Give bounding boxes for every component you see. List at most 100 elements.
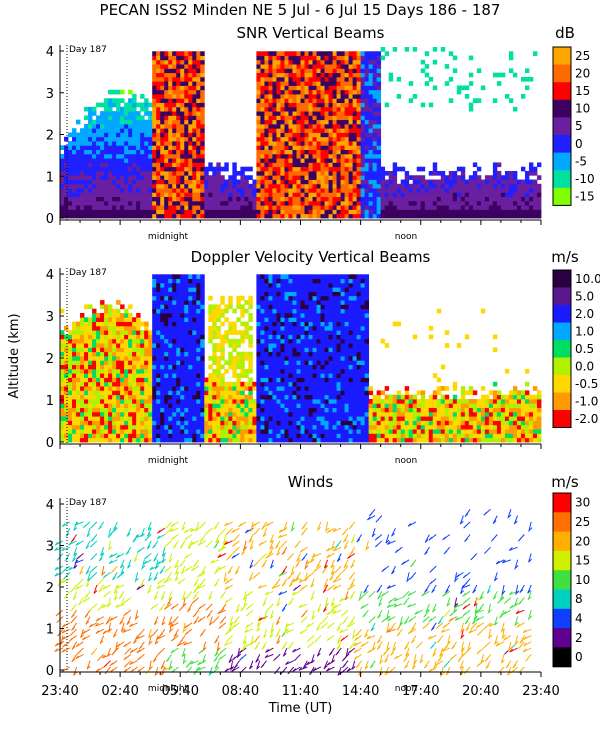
heatmap-cell — [272, 51, 276, 56]
heatmap-cell — [168, 124, 172, 129]
heatmap-cell — [72, 356, 76, 361]
heatmap-cell — [164, 103, 168, 108]
heatmap-cell — [357, 197, 361, 202]
heatmap-cell — [260, 214, 264, 219]
heatmap-cell — [180, 51, 184, 56]
heatmap-cell — [441, 47, 445, 52]
heatmap-cell — [164, 412, 168, 417]
heatmap-cell — [292, 322, 296, 327]
heatmap-cell — [341, 115, 345, 120]
heatmap-cell — [292, 390, 296, 395]
heatmap-cell — [208, 433, 212, 438]
heatmap-cell — [152, 85, 156, 90]
heatmap-cell — [152, 335, 156, 340]
heatmap-cell — [176, 171, 180, 176]
heatmap-cell — [268, 94, 272, 99]
heatmap-cell — [248, 403, 252, 408]
heatmap-cell — [272, 175, 276, 180]
heatmap-cell — [160, 390, 164, 395]
heatmap-cell — [200, 124, 204, 129]
heatmap-cell — [313, 128, 317, 133]
heatmap-cell — [160, 73, 164, 78]
heatmap-cell — [152, 94, 156, 99]
heatmap-cell — [104, 390, 108, 395]
heatmap-cell — [220, 433, 224, 438]
heatmap-cell — [76, 120, 80, 125]
heatmap-cell — [321, 73, 325, 78]
heatmap-cell — [329, 214, 333, 219]
heatmap-cell — [80, 158, 84, 163]
heatmap-cell — [292, 201, 296, 206]
heatmap-cell — [120, 352, 124, 357]
heatmap-cell — [72, 378, 76, 383]
heatmap-cell — [228, 304, 232, 309]
heatmap-cell — [505, 209, 509, 214]
heatmap-cell — [188, 158, 192, 163]
heatmap-cell — [325, 77, 329, 82]
heatmap-cell — [72, 438, 76, 443]
heatmap-cell — [301, 309, 305, 314]
heatmap-cell — [224, 433, 228, 438]
heatmap-cell — [345, 115, 349, 120]
heatmap-cell — [305, 390, 309, 395]
heatmap-cell — [172, 317, 176, 322]
heatmap-cell — [509, 192, 513, 197]
heatmap-cell — [96, 214, 100, 219]
heatmap-cell — [288, 209, 292, 214]
heatmap-cell — [192, 158, 196, 163]
heatmap-cell — [369, 85, 373, 90]
heatmap-cell — [100, 390, 104, 395]
heatmap-cell — [64, 429, 68, 434]
heatmap-cell — [164, 382, 168, 387]
heatmap-cell — [172, 209, 176, 214]
heatmap-cell — [188, 201, 192, 206]
heatmap-cell — [120, 162, 124, 167]
heatmap-cell — [296, 395, 300, 400]
heatmap-cell — [280, 317, 284, 322]
heatmap-cell — [373, 73, 377, 78]
heatmap-cell — [305, 162, 309, 167]
heatmap-cell — [136, 403, 140, 408]
heatmap-cell — [296, 438, 300, 443]
heatmap-cell — [292, 309, 296, 314]
heatmap-cell — [341, 145, 345, 150]
heatmap-cell — [417, 201, 421, 206]
heatmap-cell — [240, 399, 244, 404]
heatmap-cell — [188, 304, 192, 309]
heatmap-cell — [152, 115, 156, 120]
heatmap-cell — [212, 201, 216, 206]
heatmap-cell — [160, 408, 164, 413]
heatmap-cell — [88, 429, 92, 434]
heatmap-cell — [148, 192, 152, 197]
heatmap-cell — [284, 175, 288, 180]
heatmap-cell — [92, 201, 96, 206]
heatmap-cell — [296, 209, 300, 214]
heatmap-cell — [333, 85, 337, 90]
heatmap-cell — [188, 373, 192, 378]
heatmap-cell — [529, 197, 533, 202]
heatmap-cell — [244, 192, 248, 197]
heatmap-cell — [353, 107, 357, 112]
heatmap-cell — [156, 287, 160, 292]
heatmap-cell — [292, 360, 296, 365]
heatmap-cell — [164, 300, 168, 305]
heatmap-cell — [64, 158, 68, 163]
heatmap-cell — [260, 279, 264, 284]
heatmap-cell — [128, 356, 132, 361]
heatmap-cell — [116, 167, 120, 172]
heatmap-cell — [140, 369, 144, 374]
heatmap-cell — [305, 145, 309, 150]
heatmap-cell — [397, 94, 401, 99]
heatmap-cell — [180, 103, 184, 108]
heatmap-cell — [272, 356, 276, 361]
heatmap-cell — [228, 390, 232, 395]
heatmap-cell — [176, 309, 180, 314]
heatmap-cell — [240, 390, 244, 395]
heatmap-cell — [349, 145, 353, 150]
heatmap-cell — [280, 184, 284, 189]
heatmap-cell — [260, 192, 264, 197]
heatmap-cell — [377, 167, 381, 172]
heatmap-cell — [260, 141, 264, 146]
heatmap-cell — [321, 60, 325, 65]
heatmap-cell — [301, 408, 305, 413]
